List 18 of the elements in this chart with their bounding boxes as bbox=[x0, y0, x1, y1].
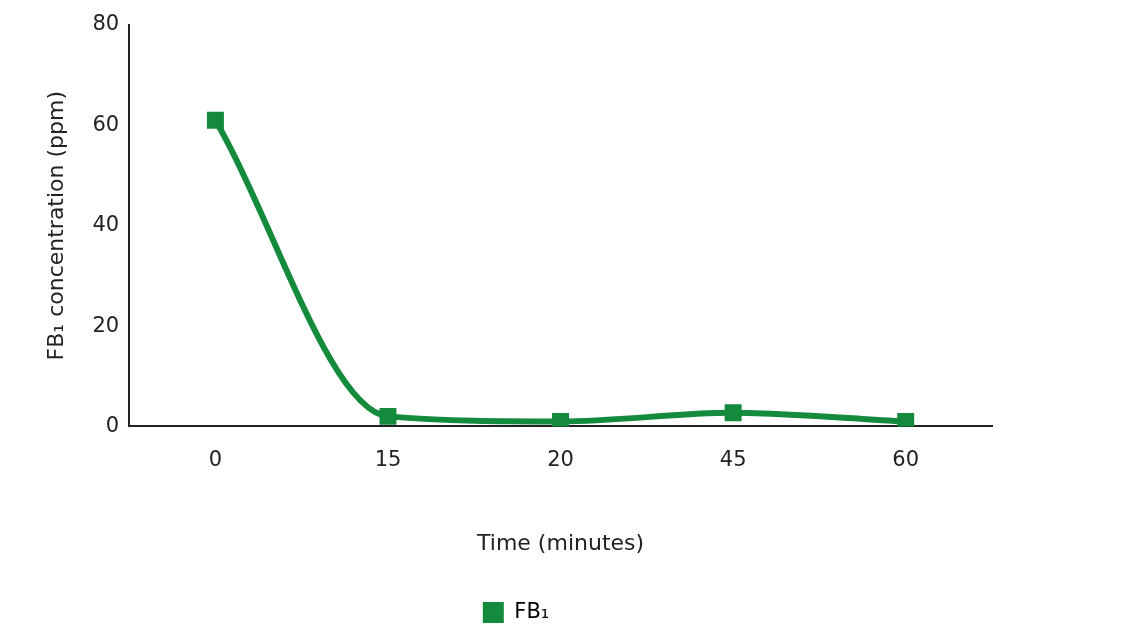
y-tick-label: 0 bbox=[105, 412, 120, 437]
point bbox=[552, 412, 570, 427]
x-tick-label: 45 bbox=[719, 447, 747, 472]
point bbox=[724, 404, 742, 422]
x-tick-label: 0 bbox=[208, 447, 223, 472]
legend-label: FB₁ bbox=[514, 598, 550, 623]
y-tick-label: 80 bbox=[92, 11, 120, 36]
y-axis-title: FB₁ concentration (ppm) bbox=[42, 90, 68, 361]
y-tick-label: 60 bbox=[92, 111, 120, 136]
x-tick-label: 60 bbox=[892, 447, 920, 472]
point bbox=[897, 412, 915, 427]
point bbox=[379, 407, 397, 425]
y-tick-label: 40 bbox=[92, 212, 120, 237]
y-tick-label: 20 bbox=[92, 312, 120, 337]
point bbox=[206, 111, 224, 129]
x-tick-label: 20 bbox=[547, 447, 574, 472]
x-axis-title: Time (minutes) bbox=[476, 529, 645, 555]
x-tick-label: 15 bbox=[374, 447, 402, 472]
